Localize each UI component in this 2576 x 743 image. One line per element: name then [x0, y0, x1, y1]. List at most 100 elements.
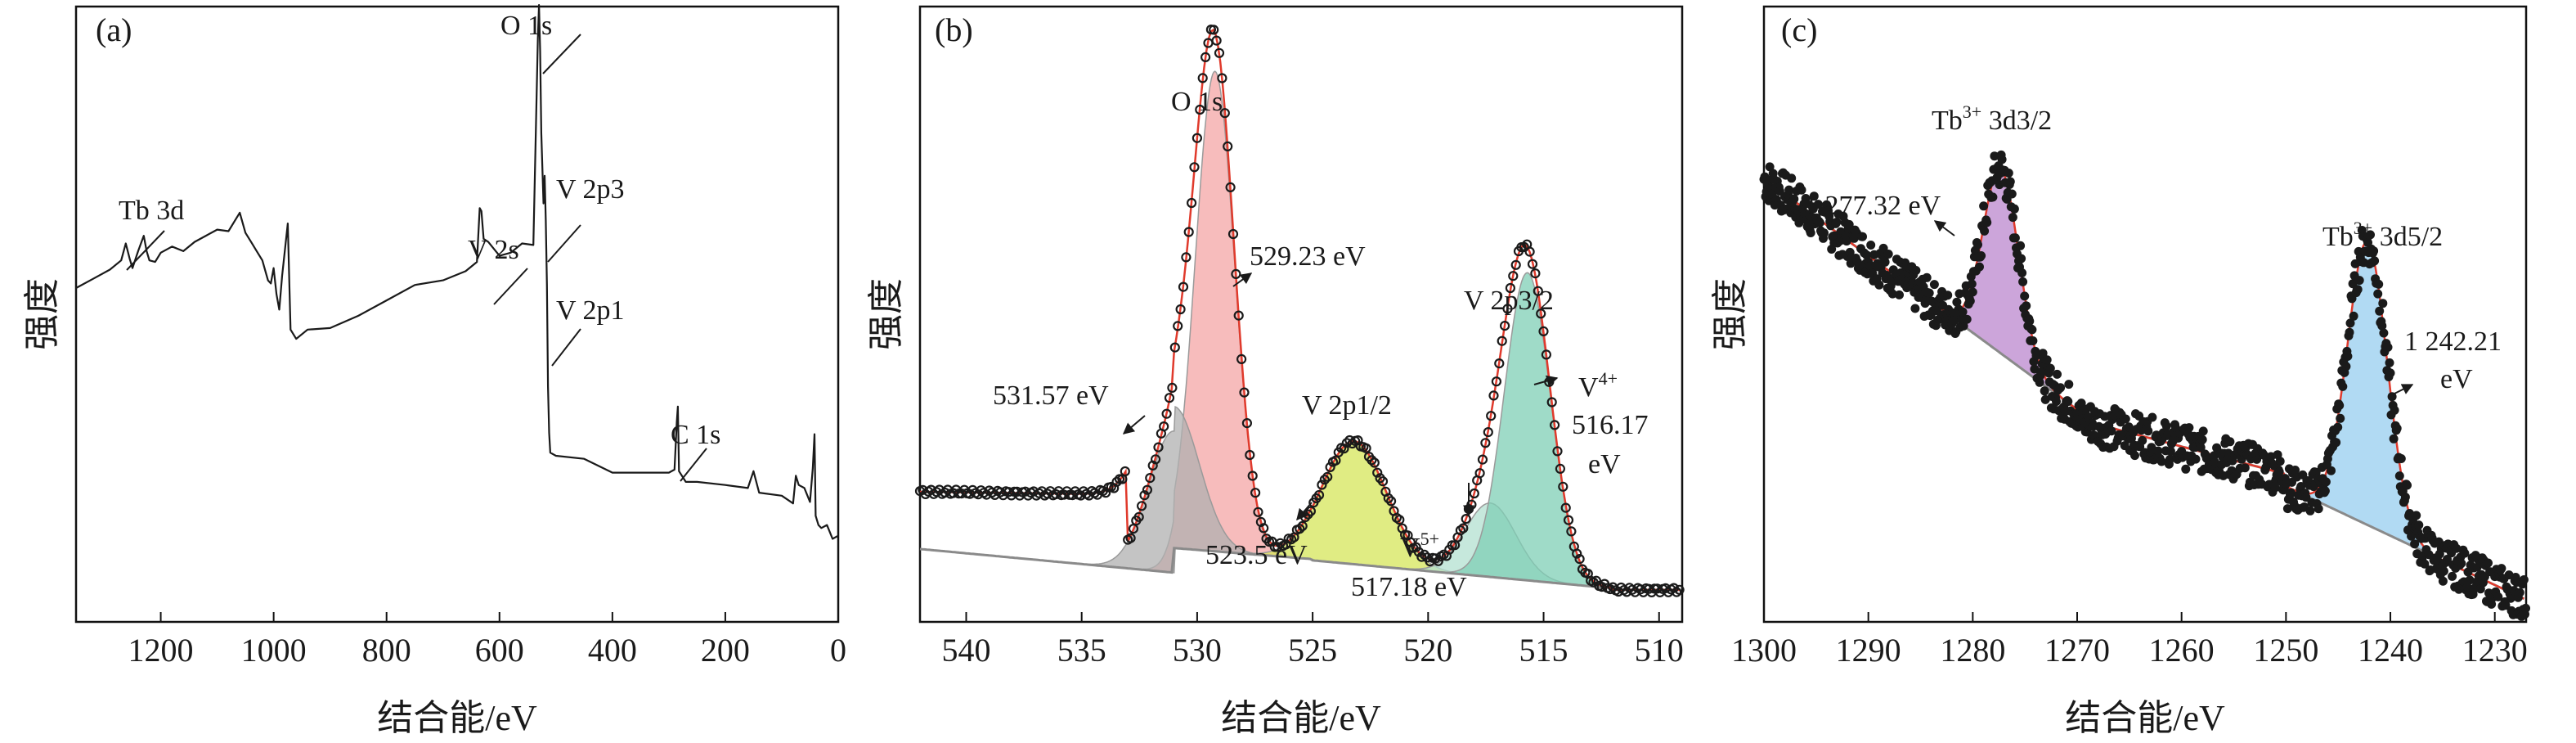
c-data-point [2448, 571, 2457, 581]
b-data-point [1241, 417, 1253, 429]
c-data-point [2275, 457, 2285, 466]
b-data-point [1313, 489, 1325, 501]
c-data-point [2497, 564, 2506, 574]
b-data-point [1223, 141, 1233, 151]
c-data-point [2143, 426, 2153, 436]
b-data-point [1672, 587, 1682, 597]
c-data-point [1980, 226, 1990, 236]
v2p3-leader [547, 224, 581, 263]
b-data-point [1317, 480, 1327, 490]
panel-b-frame [918, 5, 1684, 624]
c-data-point [2321, 477, 2331, 487]
c-data-point [2438, 576, 2448, 586]
c-data-point [2375, 306, 2385, 316]
c-data-point [2107, 426, 2116, 436]
c-data-point [2349, 311, 2358, 321]
c-data-point [2379, 328, 2389, 338]
b-data-point [1183, 227, 1194, 237]
v2s-label: V 2s [468, 235, 519, 265]
b-v4-arrow [1533, 375, 1559, 387]
b-data-point [1239, 387, 1250, 398]
c-data-point [2493, 592, 2503, 601]
b-data-point [1250, 488, 1261, 498]
c-data-point [2197, 435, 2207, 444]
b-data-point [1546, 397, 1557, 408]
c-data-point [1883, 250, 1893, 259]
b-data-point [1100, 488, 1111, 498]
c-data-point [2138, 435, 2147, 445]
c-data-point [2353, 285, 2363, 295]
b-5235-arrow [1296, 502, 1313, 521]
b-data-point [1209, 25, 1219, 35]
c-data-point [2338, 381, 2348, 391]
panel-a-x-axis-label: 结合能/eV [377, 698, 537, 738]
c-data-point [1815, 218, 1824, 227]
c-data-point [1882, 271, 1892, 280]
c-data-point [2335, 401, 2345, 410]
c-data-point [2056, 383, 2066, 393]
c-data-point [1797, 185, 1806, 195]
o1s-leader [542, 34, 581, 74]
b-data-point [1555, 463, 1566, 475]
b-data-point [1510, 259, 1521, 270]
c-data-point [2287, 488, 2296, 498]
b-data-point [1150, 454, 1161, 465]
o1s-label: O 1s [500, 11, 552, 41]
v2p1-leader [551, 328, 581, 367]
b-data-point [1175, 304, 1186, 315]
c-data-point [2076, 399, 2086, 408]
panel-b-background-line [919, 547, 1681, 592]
c-data-point [1990, 151, 1999, 161]
b-data-point [1245, 449, 1255, 461]
c-data-point [2165, 446, 2175, 456]
c-data-point [1874, 280, 1884, 290]
panel-c-x-ticks: 1300 1290 1280 1270 1260 1250 1240 1230 [1731, 612, 2528, 669]
panel-b-fit-envelope [920, 28, 1681, 592]
b-data-point [1111, 476, 1122, 487]
c-data-point [2120, 414, 2130, 424]
c-data-point [2327, 466, 2336, 475]
c-data-point [2377, 321, 2387, 331]
b-data-point [1538, 326, 1549, 336]
b-data-point [1169, 342, 1180, 353]
c-data-point [2008, 213, 2017, 223]
b-data-point [1541, 349, 1552, 360]
b-data-point [1508, 271, 1519, 281]
c-data-point [2045, 363, 2055, 373]
b-data-point [1136, 501, 1147, 511]
c-data-point [2403, 480, 2412, 490]
c-data-point [2270, 483, 2280, 493]
v2p1-label: V 2p1 [556, 295, 624, 326]
c-data-point [2400, 493, 2410, 502]
c-data-point [2053, 369, 2062, 379]
b-v2p32-label: V 2p3/2 [1464, 286, 1554, 316]
c-data-point [2017, 254, 2026, 263]
c-data-point [2336, 413, 2345, 423]
c-data-point [2341, 362, 2351, 372]
x-tick-label: 800 [362, 632, 411, 669]
c-data-point [2040, 386, 2049, 396]
panel-b-y-axis-label: 强度 [866, 278, 906, 350]
c-data-point [2198, 426, 2208, 436]
c-tb3d32-label: Tb3+ 3d3/2 [1932, 101, 2052, 136]
c-data-point [2457, 559, 2466, 568]
b-data-point [1674, 584, 1685, 595]
c-data-point [2191, 454, 2201, 464]
c-data-point [1979, 201, 1989, 211]
v2s-leader [493, 268, 528, 305]
c-data-point [2305, 506, 2315, 516]
b-data-point [1488, 390, 1499, 401]
b-data-point [1219, 108, 1230, 119]
panel-a-survey-spectrum [75, 4, 839, 540]
c-1277-label: 1 277.32 eV [1804, 191, 1941, 221]
panel-a-x-ticks: 1200 1000 800 600 400 200 0 [128, 612, 846, 669]
b-data-point [1367, 455, 1377, 466]
x-tick-label: 1260 [2149, 632, 2215, 669]
panel-c-y-axis-label: 强度 [1710, 278, 1750, 350]
b-data-point [1524, 246, 1535, 257]
x-tick-label: 525 [1288, 632, 1337, 669]
b-data-point [1259, 523, 1269, 534]
c-data-point [1895, 290, 1904, 299]
c-data-point [1977, 251, 1986, 260]
